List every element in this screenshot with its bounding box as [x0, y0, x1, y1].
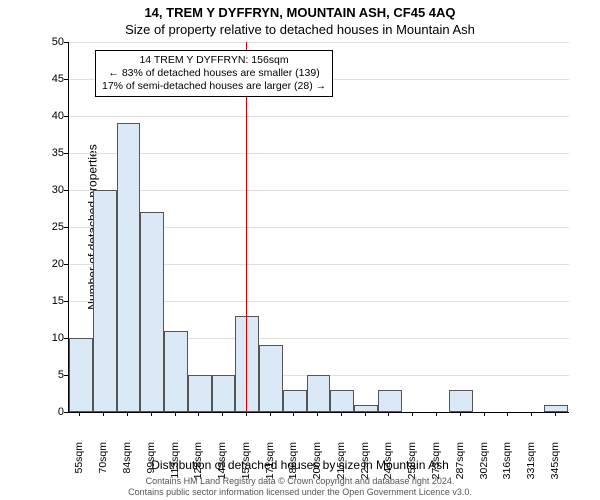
annotation-box: 14 TREM Y DYFFRYN: 156sqm← 83% of detach…	[95, 50, 333, 97]
supertitle: 14, TREM Y DYFFRYN, MOUNTAIN ASH, CF45 4…	[0, 5, 600, 20]
xtick-mark	[198, 412, 199, 416]
ytick-label: 25	[34, 221, 64, 233]
footer-line2: Contains public sector information licen…	[128, 487, 472, 497]
xtick-mark	[412, 412, 413, 416]
ytick-mark	[64, 42, 68, 43]
xtick-mark	[175, 412, 176, 416]
reference-line	[246, 42, 247, 412]
ytick-label: 0	[34, 406, 64, 418]
xtick-mark	[460, 412, 461, 416]
ytick-mark	[64, 301, 68, 302]
gridline	[69, 42, 569, 43]
xtick-label: 302sqm	[478, 442, 490, 482]
ytick-label: 15	[34, 295, 64, 307]
ytick-mark	[64, 227, 68, 228]
xtick-label: 287sqm	[454, 442, 466, 482]
xtick-label: 157sqm	[240, 442, 252, 482]
xtick-mark	[531, 412, 532, 416]
xtick-label: 331sqm	[525, 442, 537, 482]
gridline	[69, 116, 569, 117]
chart-title: Size of property relative to detached ho…	[0, 22, 600, 37]
xtick-label: 345sqm	[549, 442, 561, 482]
ytick-mark	[64, 79, 68, 80]
xtick-mark	[317, 412, 318, 416]
ytick-label: 45	[34, 73, 64, 85]
histogram-bar	[449, 390, 473, 412]
ytick-mark	[64, 153, 68, 154]
xtick-label: 99sqm	[145, 442, 157, 482]
xtick-label: 84sqm	[121, 442, 133, 482]
ytick-mark	[64, 412, 68, 413]
ytick-mark	[64, 190, 68, 191]
xtick-mark	[388, 412, 389, 416]
xtick-mark	[484, 412, 485, 416]
ytick-label: 5	[34, 369, 64, 381]
histogram-bar	[117, 123, 141, 412]
xtick-mark	[555, 412, 556, 416]
xtick-label: 316sqm	[501, 442, 513, 482]
xtick-label: 113sqm	[169, 442, 181, 482]
ytick-mark	[64, 375, 68, 376]
histogram-bar	[69, 338, 93, 412]
xtick-mark	[436, 412, 437, 416]
xtick-label: 171sqm	[264, 442, 276, 482]
histogram-bar	[283, 390, 307, 412]
xtick-mark	[127, 412, 128, 416]
xtick-mark	[270, 412, 271, 416]
histogram-bar	[354, 405, 378, 412]
histogram-bar	[140, 212, 164, 412]
xtick-label: 186sqm	[287, 442, 299, 482]
histogram-bar	[93, 190, 117, 412]
ytick-mark	[64, 338, 68, 339]
ytick-label: 50	[34, 36, 64, 48]
ytick-label: 30	[34, 184, 64, 196]
xtick-label: 200sqm	[311, 442, 323, 482]
xtick-mark	[341, 412, 342, 416]
ytick-mark	[64, 116, 68, 117]
xtick-mark	[507, 412, 508, 416]
histogram-bar	[235, 316, 259, 412]
ytick-label: 20	[34, 258, 64, 270]
xtick-mark	[103, 412, 104, 416]
histogram-bar	[212, 375, 236, 412]
xtick-label: 273sqm	[430, 442, 442, 482]
histogram-bar	[259, 345, 283, 412]
ytick-label: 40	[34, 110, 64, 122]
xtick-label: 215sqm	[335, 442, 347, 482]
xtick-mark	[222, 412, 223, 416]
annot-line3: 17% of semi-detached houses are larger (…	[102, 80, 326, 92]
ytick-mark	[64, 264, 68, 265]
plot-area	[68, 42, 569, 413]
xtick-label: 70sqm	[97, 442, 109, 482]
xtick-label: 55sqm	[73, 442, 85, 482]
ytick-label: 35	[34, 147, 64, 159]
annot-line1: 14 TREM Y DYFFRYN: 156sqm	[139, 54, 288, 66]
xtick-mark	[246, 412, 247, 416]
xtick-mark	[151, 412, 152, 416]
histogram-bar	[307, 375, 331, 412]
xtick-mark	[365, 412, 366, 416]
xtick-label: 128sqm	[192, 442, 204, 482]
histogram-bar	[378, 390, 402, 412]
gridline	[69, 153, 569, 154]
histogram-bar	[330, 390, 354, 412]
xtick-label: 142sqm	[216, 442, 228, 482]
histogram-bar	[164, 331, 188, 412]
xtick-label: 229sqm	[359, 442, 371, 482]
annot-line2: ← 83% of detached houses are smaller (13…	[108, 67, 319, 79]
ytick-label: 10	[34, 332, 64, 344]
gridline	[69, 190, 569, 191]
histogram-bar	[544, 405, 568, 412]
xtick-label: 258sqm	[406, 442, 418, 482]
histogram-bar	[188, 375, 212, 412]
xtick-label: 244sqm	[382, 442, 394, 482]
xtick-mark	[293, 412, 294, 416]
xtick-mark	[79, 412, 80, 416]
